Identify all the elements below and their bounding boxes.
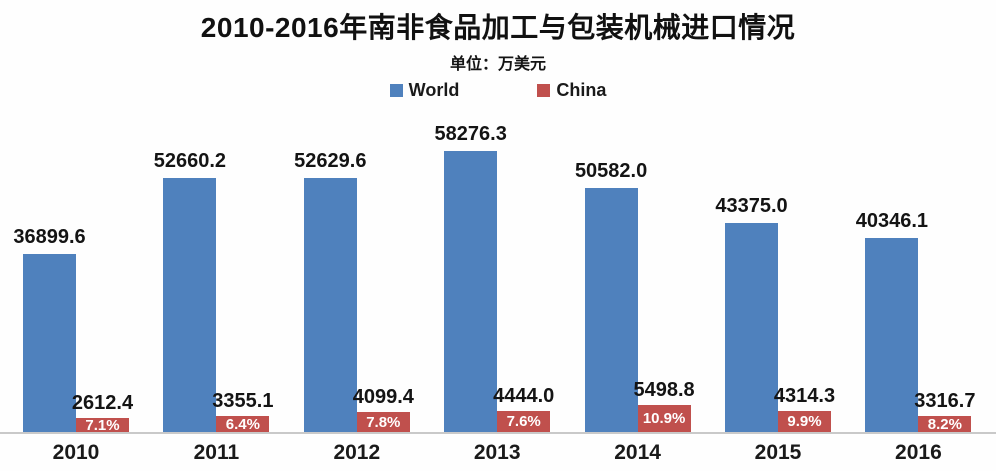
china-percent-label: 10.9%	[642, 410, 686, 427]
world-value-label: 58276.3	[434, 123, 507, 145]
chart-unit-subtitle: 单位：万美元	[449, 56, 546, 73]
china-percent-label: 8.2%	[927, 415, 962, 433]
legend-label-world: World	[408, 80, 460, 100]
china-value-label: 3316.7	[914, 390, 976, 412]
world-value-label: 43375.0	[715, 195, 788, 217]
world-bar	[865, 238, 919, 432]
china-bar	[356, 412, 410, 432]
china-bar	[216, 416, 270, 432]
china-bar	[637, 405, 691, 432]
legend-item-world: World	[389, 80, 460, 101]
world-bar	[303, 178, 357, 432]
world-value-label: 50582.0	[574, 160, 648, 182]
china-value-label: 2612.4	[71, 392, 134, 414]
x-axis-tick-label: 2010	[52, 441, 100, 464]
x-axis-tick-label: 2014	[614, 441, 661, 464]
china-percent-label: 6.4%	[225, 415, 260, 433]
world-value-label: 36899.6	[13, 226, 86, 248]
x-axis-tick-label: 2013	[473, 441, 521, 464]
world-value-label: 52629.6	[294, 150, 367, 172]
china-value-label: 5498.8	[633, 379, 695, 401]
china-value-label: 4099.4	[352, 386, 414, 408]
world-value-label: 52660.2	[153, 150, 227, 172]
x-axis-line	[0, 432, 996, 434]
china-bar	[497, 411, 551, 432]
china-bar	[76, 418, 129, 432]
china-percent-label: 9.9%	[787, 413, 822, 430]
china-value-label: 4444.0	[493, 385, 555, 407]
legend-swatch-china-icon	[537, 84, 551, 97]
china-percent-label: 7.1%	[85, 416, 120, 434]
x-axis-tick-label: 2011	[193, 441, 240, 464]
legend-label-china: China	[556, 80, 607, 100]
world-bar	[725, 223, 778, 432]
world-bar	[163, 178, 217, 432]
world-value-label: 40346.1	[855, 210, 929, 232]
legend-item-china: China	[537, 80, 606, 101]
china-percent-label: 7.8%	[366, 413, 401, 431]
world-bar	[23, 254, 76, 432]
x-axis-tick-label: 2012	[333, 441, 381, 464]
china-bar	[918, 416, 972, 432]
legend: World China	[0, 80, 996, 101]
china-bar	[778, 411, 831, 432]
world-bar	[584, 188, 638, 432]
legend-swatch-world-icon	[389, 84, 403, 97]
china-percent-label: 7.6%	[506, 413, 541, 430]
china-value-label: 4314.3	[773, 385, 836, 407]
chart-title: 2010-2016年南非食品加工与包装机械进口情况	[200, 12, 796, 43]
world-bar	[444, 151, 498, 432]
china-value-label: 3355.1	[212, 390, 274, 412]
x-axis-tick-label: 2016	[895, 441, 942, 464]
x-axis-tick-label: 2015	[754, 441, 802, 464]
